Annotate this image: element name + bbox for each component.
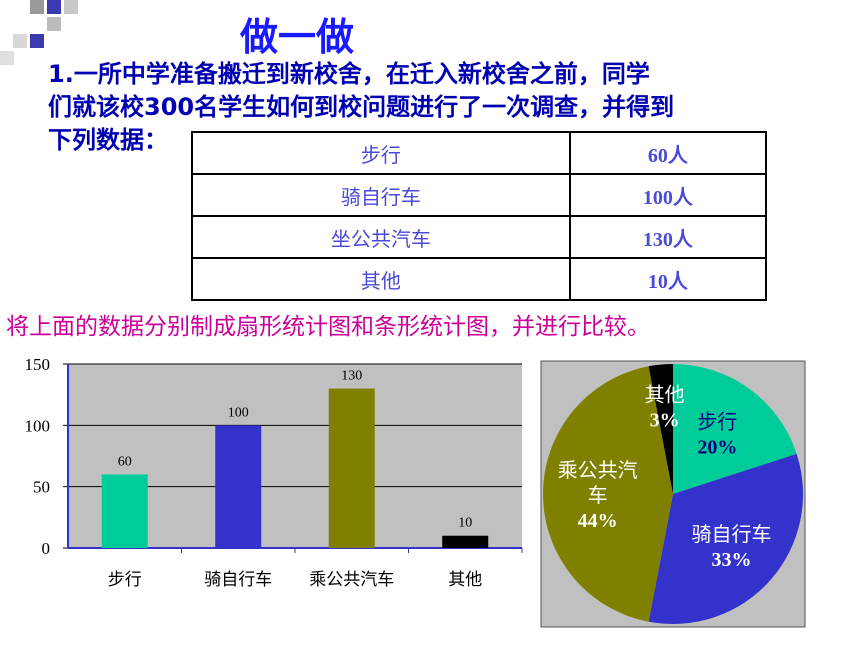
- decor-square: [47, 17, 61, 31]
- bar-data-label: 10: [458, 516, 472, 531]
- y-tick-label: 50: [33, 478, 50, 497]
- bar: [215, 425, 262, 548]
- bar-data-label: 60: [118, 454, 132, 469]
- pie-chart: 步行 20% 骑自行车 33% 乘公共汽车 44% 其他 3%: [540, 360, 806, 628]
- table-row: 步行 60人: [191, 131, 768, 175]
- pie-slice-label: 步行 20%: [697, 410, 737, 459]
- pie-slice: [542, 366, 673, 622]
- pie-slice-label: 其他 3%: [645, 382, 685, 431]
- pie-category-label: 车: [588, 483, 608, 507]
- pie-percent-label: 20%: [697, 437, 737, 459]
- decor-square: [30, 34, 44, 48]
- table-cell-count: 100人: [568, 173, 768, 217]
- x-tick-label: 步行: [108, 570, 142, 590]
- bar-data-label: 100: [228, 405, 249, 420]
- instruction-text: 将上面的数据分别制成扇形统计图和条形统计图，并进行比较。: [6, 314, 650, 340]
- question-line: 1.一所中学准备搬迁到新校舍，在迁入新校舍之前，同学: [48, 60, 650, 88]
- pie-category-label: 乘公共汽: [558, 458, 638, 482]
- pie-percent-label: 44%: [578, 510, 618, 532]
- table-cell-mode: 其他: [191, 257, 571, 301]
- pie-category-label: 其他: [645, 382, 685, 406]
- pie-slice: [648, 364, 673, 494]
- pie-percent-label: 3%: [650, 409, 680, 431]
- table-row: 骑自行车 100人: [191, 173, 768, 217]
- table-cell-mode: 坐公共汽车: [191, 215, 571, 259]
- bar-chart: 0 50 100 150 60 步行 100 骑自行车 130 乘公共汽车 10 其他: [25, 355, 523, 590]
- x-tick-label: 其他: [448, 570, 482, 590]
- table-cell-count: 10人: [568, 257, 768, 301]
- data-table: 步行 60人 骑自行车 100人 坐公共汽车 130人 其他 10人: [191, 131, 768, 301]
- table-row: 坐公共汽车 130人: [191, 215, 768, 259]
- bar: [442, 535, 489, 548]
- decor-square: [64, 0, 78, 14]
- pie-slice-label: 乘公共汽车 44%: [558, 458, 638, 532]
- pie-category-label: 步行: [697, 410, 737, 434]
- table-cell-mode: 步行: [191, 131, 571, 175]
- y-tick-label: 100: [25, 416, 51, 435]
- y-tick-label: 0: [42, 539, 51, 558]
- slide-title: 做一做: [240, 15, 355, 59]
- bar: [328, 388, 375, 548]
- x-tick-label: 骑自行车: [204, 570, 272, 590]
- question-text: 1.一所中学准备搬迁到新校舍，在迁入新校舍之前，同学 们就该校300名学生如何到…: [48, 58, 808, 157]
- y-tick-label: 150: [25, 355, 51, 374]
- pie-percent-label: 33%: [712, 549, 752, 571]
- decor-square: [30, 0, 44, 14]
- pie-slice: [673, 364, 797, 494]
- pie-category-label: 骑自行车: [692, 522, 772, 546]
- pie-slice: [648, 453, 803, 624]
- decor-square: [47, 0, 61, 14]
- question-line: 下列数据：: [48, 126, 168, 154]
- table-cell-mode: 骑自行车: [191, 173, 571, 217]
- table-cell-count: 60人: [568, 131, 768, 175]
- table-row: 其他 10人: [191, 257, 768, 301]
- bar: [101, 474, 148, 548]
- question-line: 们就该校300名学生如何到校问题进行了一次调查，并得到: [48, 93, 675, 121]
- bar-data-label: 130: [341, 369, 362, 384]
- pie-slice-label: 骑自行车 33%: [692, 522, 772, 571]
- table-cell-count: 130人: [568, 215, 768, 259]
- decor-square: [0, 51, 14, 65]
- x-tick-label: 乘公共汽车: [309, 570, 394, 590]
- decor-square: [13, 34, 27, 48]
